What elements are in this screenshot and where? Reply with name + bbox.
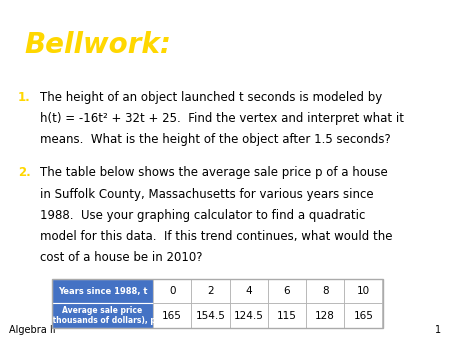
Text: 165: 165 — [353, 311, 373, 321]
Text: cost of a house be in 2010?: cost of a house be in 2010? — [40, 251, 203, 264]
Bar — [344, 303, 382, 328]
Bar — [344, 279, 382, 303]
Text: Algebra II: Algebra II — [9, 325, 56, 335]
Text: 1.: 1. — [18, 91, 31, 104]
Text: means.  What is the height of the object after 1.5 seconds?: means. What is the height of the object … — [40, 134, 391, 146]
Text: in Suffolk County, Massachusetts for various years since: in Suffolk County, Massachusetts for var… — [40, 188, 374, 200]
Text: Average sale price
(thousands of dollars), p: Average sale price (thousands of dollars… — [49, 306, 156, 325]
Text: 8: 8 — [322, 286, 328, 296]
Text: model for this data.  If this trend continues, what would the: model for this data. If this trend conti… — [40, 230, 393, 243]
Bar — [306, 303, 344, 328]
Bar — [268, 303, 306, 328]
Text: 154.5: 154.5 — [195, 311, 225, 321]
Text: 128: 128 — [315, 311, 335, 321]
Bar — [52, 279, 382, 328]
Text: The height of an object launched t seconds is modeled by: The height of an object launched t secon… — [40, 91, 383, 104]
Text: The table below shows the average sale price p of a house: The table below shows the average sale p… — [40, 166, 388, 179]
Bar — [52, 279, 153, 303]
Bar — [268, 279, 306, 303]
Text: Years since 1988, t: Years since 1988, t — [58, 287, 147, 295]
Text: h(t) = -16t² + 32t + 25.  Find the vertex and interpret what it: h(t) = -16t² + 32t + 25. Find the vertex… — [40, 112, 405, 125]
Text: 4: 4 — [245, 286, 252, 296]
Text: 10: 10 — [357, 286, 370, 296]
Text: 1988.  Use your graphing calculator to find a quadratic: 1988. Use your graphing calculator to fi… — [40, 209, 366, 222]
Text: Bellwork:: Bellwork: — [25, 31, 172, 59]
Bar — [191, 279, 230, 303]
Bar — [306, 279, 344, 303]
Bar — [230, 303, 268, 328]
Bar — [153, 303, 191, 328]
Text: 1: 1 — [435, 325, 441, 335]
Text: 0: 0 — [169, 286, 176, 296]
Text: 2.: 2. — [18, 166, 31, 179]
Text: 124.5: 124.5 — [234, 311, 264, 321]
Text: 6: 6 — [284, 286, 290, 296]
Text: 2: 2 — [207, 286, 214, 296]
Text: 115: 115 — [277, 311, 297, 321]
Bar — [52, 303, 153, 328]
Bar — [230, 279, 268, 303]
Text: 165: 165 — [162, 311, 182, 321]
Bar — [191, 303, 230, 328]
Bar — [153, 279, 191, 303]
